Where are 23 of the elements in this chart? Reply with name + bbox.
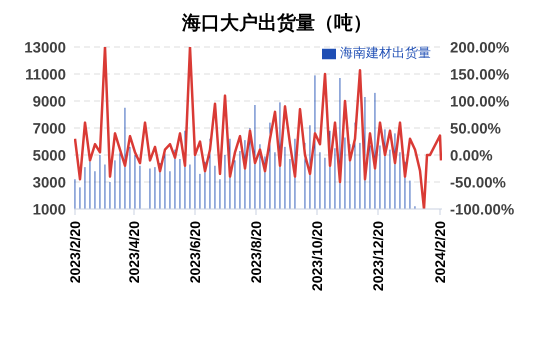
x-tick-label: 2023/12/20	[370, 220, 386, 292]
x-tick-label: 2023/2/20	[67, 220, 83, 284]
y2-tick-label: 100.00%	[450, 93, 510, 110]
y-tick-label: 13000	[24, 39, 66, 56]
x-tick-label: 2023/6/20	[187, 220, 203, 284]
x-tick-label: 2023/4/20	[126, 220, 142, 284]
y-tick-label: 3000	[32, 174, 66, 192]
y2-tick-label: 150.00%	[450, 66, 510, 84]
y2-tick-label: -50.00%	[450, 174, 506, 192]
x-tick-label: 2024/2/20	[432, 220, 448, 284]
y-tick-label: 7000	[32, 120, 66, 138]
y2-tick-label: 0.00%	[450, 147, 493, 164]
x-tick-label: 2023/10/20	[309, 220, 325, 292]
y2-tick-label: 50.00%	[450, 120, 501, 138]
x-tick-label: 2023/8/20	[248, 220, 264, 284]
y-tick-label: 9000	[32, 93, 66, 110]
chart-title: 海口大户出货量（吨）	[180, 11, 373, 36]
legend-label: 海南建材出货量	[340, 45, 431, 60]
y-tick-label: 11000	[25, 66, 66, 84]
y2-tick-label: -100.00%	[450, 201, 514, 218]
y-tick-label: 1000	[32, 201, 66, 218]
y2-tick-label: 200.00%	[450, 39, 510, 56]
y-tick-label: 5000	[32, 147, 66, 164]
